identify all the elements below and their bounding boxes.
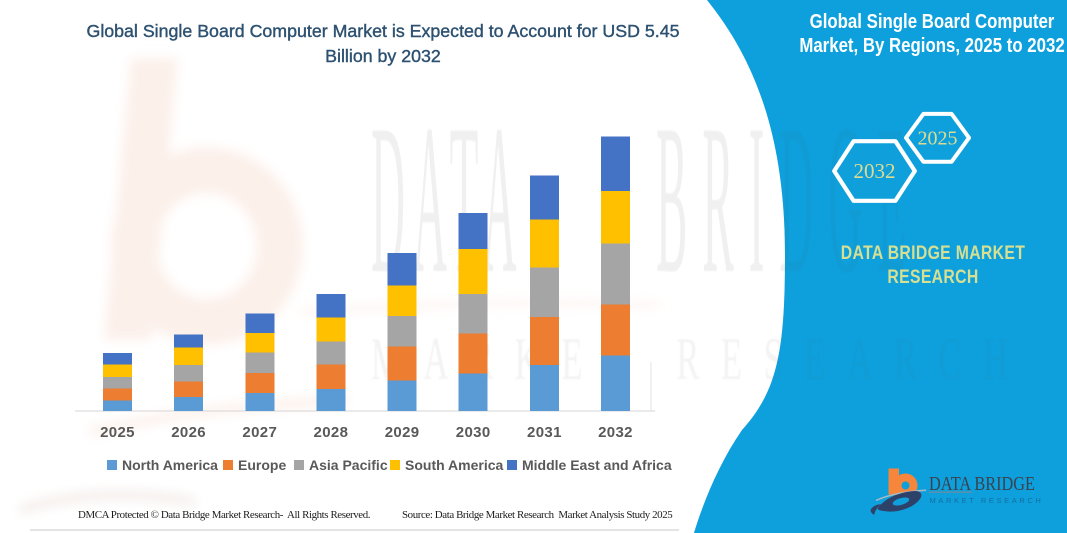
svg-text:2025: 2025 <box>918 128 958 150</box>
svg-text:DATA BRIDGE: DATA BRIDGE <box>929 474 1035 495</box>
svg-text:2032: 2032 <box>854 159 896 183</box>
svg-text:MARKET RESEARCH: MARKET RESEARCH <box>930 496 1044 505</box>
